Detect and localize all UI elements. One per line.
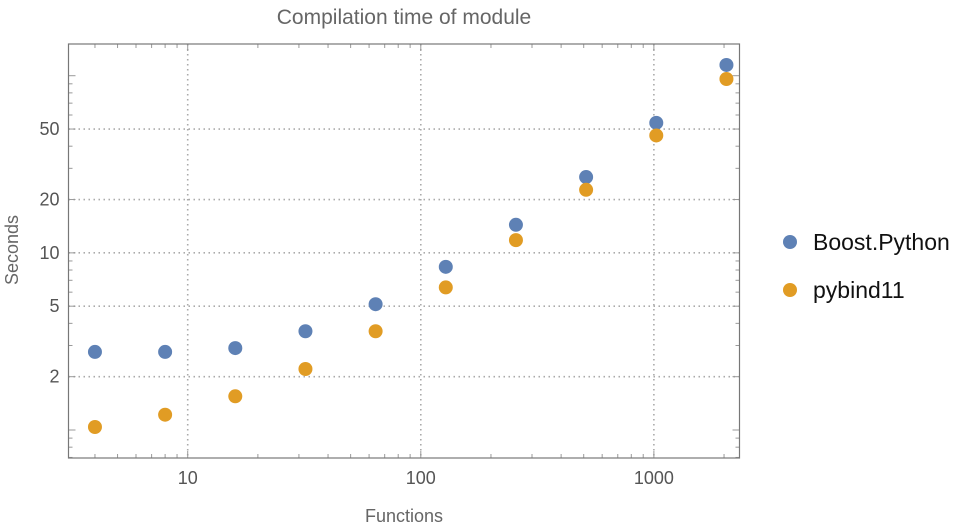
x-tick-label: 10 xyxy=(178,468,198,488)
point-boost-python xyxy=(579,170,594,185)
point-pybind11 xyxy=(508,233,523,248)
legend-label-pybind11: pybind11 xyxy=(813,277,905,303)
y-axis-label: Seconds xyxy=(2,215,22,285)
chart-title: Compilation time of module xyxy=(277,6,531,29)
point-pybind11 xyxy=(438,280,453,295)
point-pybind11 xyxy=(228,389,243,404)
y-tick-label: 2 xyxy=(49,367,59,387)
x-tick-label: 100 xyxy=(406,468,436,488)
point-pybind11 xyxy=(579,182,594,197)
point-boost-python xyxy=(87,344,102,359)
legend-label-boost-python: Boost.Python xyxy=(813,229,950,255)
point-boost-python xyxy=(438,259,453,274)
point-boost-python xyxy=(298,324,313,339)
y-tick-label: 10 xyxy=(39,243,59,263)
point-boost-python xyxy=(508,217,523,232)
legend: Boost.Python pybind11 xyxy=(783,229,950,303)
point-boost-python xyxy=(649,115,664,130)
point-pybind11 xyxy=(649,128,664,143)
legend-marker-pybind11 xyxy=(783,283,797,297)
x-tick-label: 1000 xyxy=(634,468,674,488)
point-pybind11 xyxy=(719,72,734,87)
point-boost-python xyxy=(158,344,173,359)
axis-ticks: 10 100 1000 2 5 10 20 50 xyxy=(39,44,740,488)
legend-marker-boost-python xyxy=(783,235,797,249)
y-tick-label: 5 xyxy=(49,296,59,316)
x-axis-label: Functions xyxy=(365,506,443,525)
point-pybind11 xyxy=(298,361,313,376)
point-pybind11 xyxy=(87,419,102,434)
point-pybind11 xyxy=(368,324,383,339)
point-boost-python xyxy=(368,297,383,312)
legend-item-pybind11: pybind11 xyxy=(783,277,905,303)
point-pybind11 xyxy=(158,407,173,422)
point-boost-python xyxy=(228,341,243,356)
plot-frame xyxy=(67,43,741,459)
legend-item-boost-python: Boost.Python xyxy=(783,229,950,255)
point-boost-python xyxy=(719,57,734,72)
data-points xyxy=(87,57,734,434)
y-tick-label: 20 xyxy=(39,190,59,210)
y-tick-label: 50 xyxy=(39,119,59,139)
gridlines xyxy=(68,44,740,458)
